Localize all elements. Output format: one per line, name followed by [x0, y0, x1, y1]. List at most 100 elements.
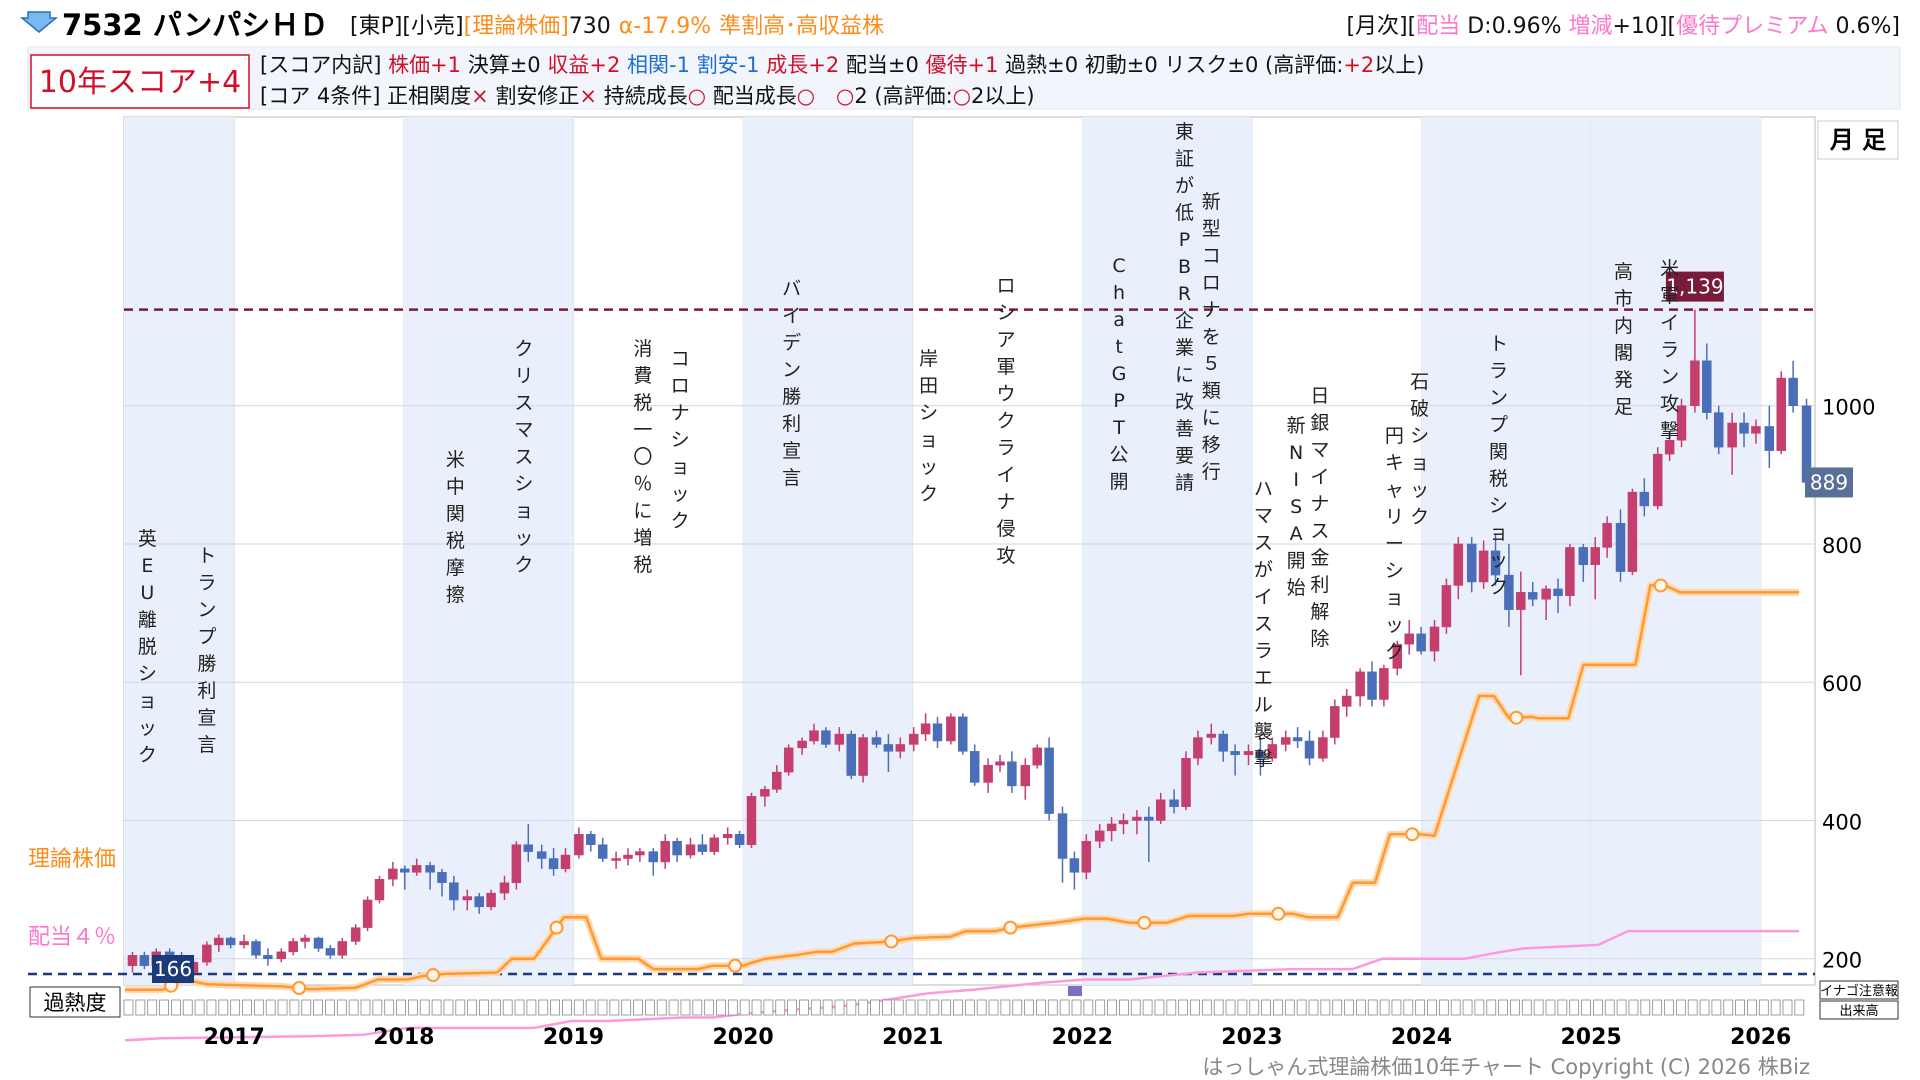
score-seg: 持続成長	[597, 84, 688, 108]
overheat-cell	[360, 999, 371, 1016]
candle-body	[783, 747, 794, 773]
overheat-label: 過熱度	[44, 991, 107, 1015]
candle-body	[1057, 813, 1068, 859]
overheat-cell	[1510, 999, 1520, 1016]
candle-body	[932, 723, 943, 742]
candle-body	[1652, 453, 1663, 507]
overheat-cell	[407, 999, 418, 1016]
overheat-cell	[1012, 999, 1023, 1016]
candle-body	[946, 716, 956, 742]
candle-body	[1255, 751, 1266, 759]
candle-body	[374, 878, 385, 901]
candle-body	[313, 937, 324, 949]
score-seg	[815, 84, 836, 108]
candle-body	[462, 896, 473, 901]
x-tick-label: 2020	[712, 1025, 773, 1050]
score-seg: 株価+1	[388, 53, 461, 77]
candle-body	[1280, 737, 1291, 745]
overheat-cell	[1320, 999, 1331, 1016]
score-seg: ○	[953, 84, 971, 108]
event-label: 岸田ショック	[919, 348, 938, 505]
overheat-cell	[1379, 999, 1390, 1016]
overheat-cell	[396, 999, 406, 1016]
candle-body	[1541, 588, 1551, 600]
overheat-cell	[1438, 999, 1449, 1016]
score-seg: 以上)	[1374, 53, 1424, 77]
x-tick-label: 2025	[1560, 1025, 1621, 1050]
overheat-cell	[289, 999, 300, 1016]
candle-body	[1441, 585, 1452, 628]
overheat-cell	[526, 999, 537, 1016]
overheat-cell	[1699, 999, 1710, 1016]
overheat-cell	[1367, 999, 1378, 1016]
overheat-cell	[739, 999, 750, 1016]
candle-body	[1267, 744, 1278, 759]
score-seg: +2	[1343, 53, 1374, 77]
y-tick-label: 1000	[1822, 396, 1875, 420]
last-value-box	[1805, 467, 1853, 498]
overheat-cell	[1782, 999, 1793, 1016]
candle-body	[995, 761, 1005, 766]
overheat-cell	[1616, 999, 1627, 1016]
overheat-cell	[253, 999, 264, 1016]
overheat-cell	[1178, 999, 1189, 1016]
overheat-cell	[218, 999, 229, 1016]
premium-value: 0.6%]	[1829, 14, 1900, 39]
overheat-cell	[834, 999, 845, 1016]
candle-body	[772, 771, 782, 790]
candle-body	[362, 899, 373, 928]
overheat-cell	[277, 999, 288, 1016]
candle-body	[734, 834, 745, 845]
down-arrow-icon	[19, 11, 59, 33]
overheat-cell	[490, 999, 501, 1016]
year-band	[1421, 117, 1592, 985]
overheat-cell	[1356, 999, 1366, 1016]
overheat-cell	[621, 999, 632, 1016]
dividend-value: D:0.96%	[1460, 14, 1561, 39]
candle-body	[1069, 858, 1080, 873]
overheat-cell	[159, 999, 169, 1016]
x-tick-label: 2023	[1221, 1025, 1282, 1050]
x-tick-label: 2026	[1730, 1025, 1791, 1050]
candle-body	[350, 927, 361, 942]
candle-body	[1565, 547, 1575, 597]
overheat-cell	[1545, 999, 1556, 1016]
candle-body	[834, 733, 845, 745]
overheat-cell	[538, 999, 549, 1016]
y-tick-label: 200	[1822, 949, 1862, 973]
candle-body	[1341, 695, 1352, 707]
score-seg: 2以上)	[971, 84, 1035, 108]
candle-body	[139, 955, 150, 966]
overheat-cell	[182, 999, 193, 1016]
x-tick-label: 2022	[1052, 1025, 1113, 1050]
overheat-cell	[325, 999, 335, 1016]
overheat-cell	[597, 999, 608, 1016]
event-label: 消費税一〇％に増税	[633, 338, 652, 576]
overheat-cell	[384, 999, 395, 1016]
max-value-box	[1665, 271, 1724, 302]
overheat-cell	[1675, 999, 1686, 1016]
score-seg: 配当成長	[706, 84, 797, 108]
event-label: 石破ショック	[1410, 371, 1429, 528]
overheat-cell	[1249, 999, 1260, 1016]
theory-marker	[884, 934, 899, 949]
candle-body	[1478, 550, 1489, 583]
candle-body	[895, 744, 906, 752]
candle-body	[1776, 377, 1786, 451]
overheat-cell	[668, 999, 679, 1016]
overheat-cell	[1770, 999, 1781, 1016]
overheat-cell	[242, 999, 252, 1016]
overheat-cell	[1604, 999, 1615, 1016]
overheat-cell	[704, 999, 715, 1016]
change-value: +10][	[1612, 14, 1676, 39]
score-seg: ○	[797, 84, 815, 108]
score-badge: 10年スコア+4	[39, 65, 241, 100]
candle-body	[474, 896, 484, 908]
theory-marker	[1271, 906, 1286, 921]
overheat-cell	[1415, 999, 1426, 1016]
overheat-box	[29, 986, 121, 1018]
overheat-cell	[301, 999, 312, 1016]
candle-body	[425, 865, 435, 873]
overheat-cell	[1344, 999, 1354, 1016]
